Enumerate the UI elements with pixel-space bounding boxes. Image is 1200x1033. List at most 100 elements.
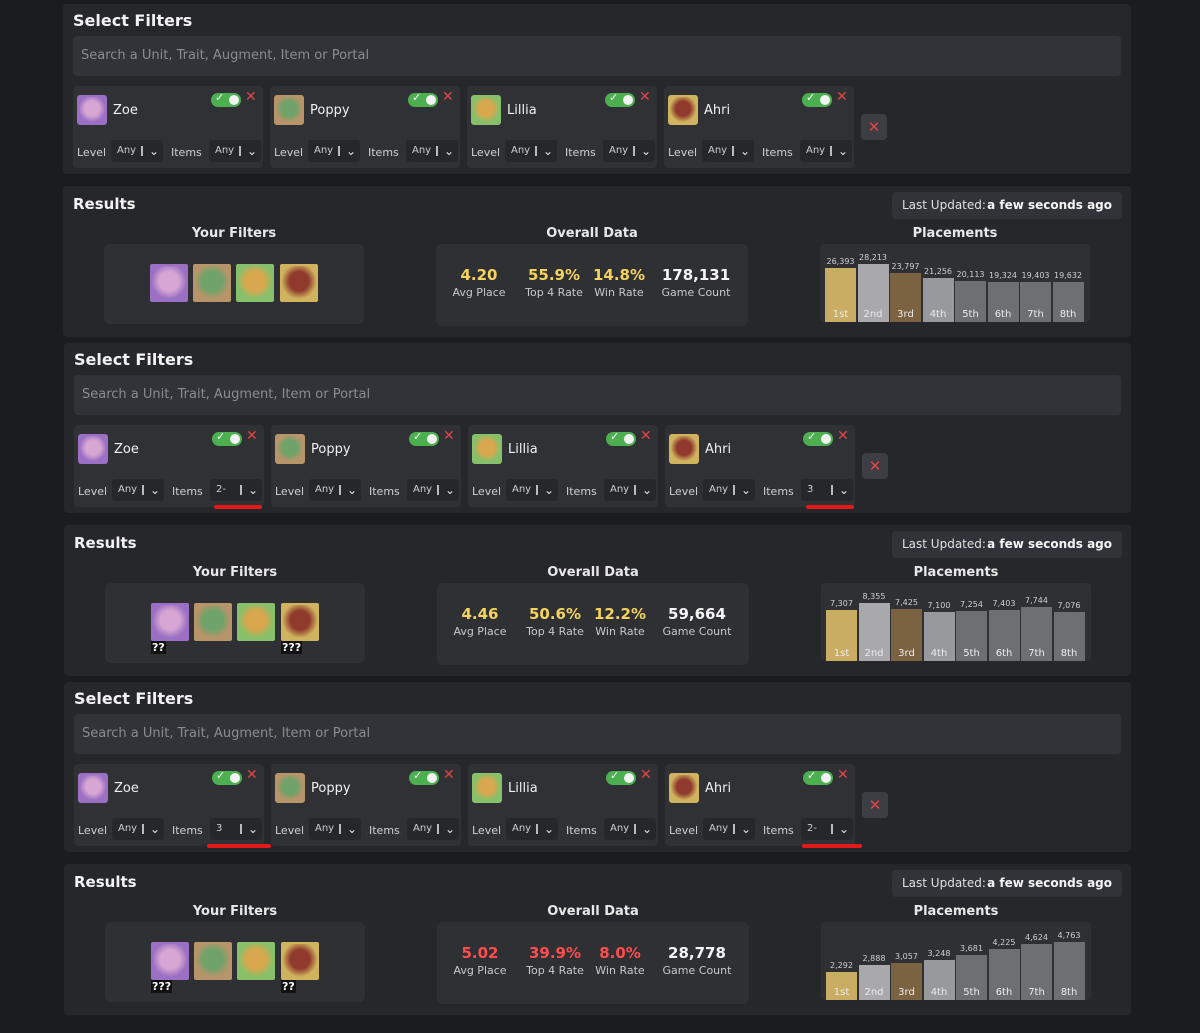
stat-label: Game Count: [661, 286, 731, 299]
placement-bar: [1053, 942, 1085, 1000]
stat-block: 59,664 Game Count: [652, 605, 742, 638]
remove-unit-button[interactable]: ✕: [246, 767, 258, 783]
items-select[interactable]: Any ⌄: [407, 818, 459, 840]
unit-portrait: [151, 942, 189, 980]
items-select[interactable]: Any ⌄: [603, 140, 655, 162]
stat-block: 55.9% Top 4 Rate: [514, 266, 594, 299]
level-value: Any: [708, 145, 728, 156]
items-select[interactable]: 2- ⌄: [801, 818, 853, 840]
toggle-switch[interactable]: ✓: [803, 769, 833, 785]
placement-bar: [891, 609, 922, 661]
items-label: Items: [763, 824, 794, 837]
level-select[interactable]: Any ⌄: [112, 479, 164, 501]
stat-value: 50.6%: [528, 605, 582, 623]
unit-portrait: [669, 434, 699, 464]
placement-label: 1st: [833, 648, 850, 659]
clear-filters-button[interactable]: ✕: [862, 453, 888, 479]
placement-label: 6th: [995, 987, 1013, 998]
check-icon: ✓: [216, 430, 226, 443]
search-input[interactable]: Search a Unit, Trait, Augment, Item or P…: [73, 36, 1121, 76]
level-select[interactable]: Any ⌄: [308, 140, 360, 162]
chevron-down-icon: ⌄: [838, 822, 849, 836]
remove-unit-button[interactable]: ✕: [246, 428, 258, 444]
clear-filters-button[interactable]: ✕: [862, 792, 888, 818]
unit-portrait: [237, 942, 275, 980]
toggle-knob: [623, 95, 633, 105]
unit-portrait: [78, 773, 108, 803]
placements-chart: 7,307 1st 8,355 2nd 7,425 3rd 7,100 4th 7,254 5th…: [821, 583, 1091, 661]
items-select[interactable]: 3 ⌄: [210, 818, 262, 840]
check-icon: ✓: [413, 769, 423, 782]
select-divider: [339, 485, 341, 495]
items-marker: ???: [281, 641, 303, 654]
check-icon: ✓: [806, 91, 816, 104]
items-select[interactable]: Any ⌄: [800, 140, 852, 162]
placement-count: 7,744: [1025, 596, 1048, 605]
remove-unit-button[interactable]: ✕: [245, 89, 257, 105]
toggle-switch[interactable]: ✓: [408, 91, 438, 107]
search-input[interactable]: Search a Unit, Trait, Augment, Item or P…: [74, 714, 1121, 754]
items-select[interactable]: 3 ⌄: [801, 479, 853, 501]
items-select[interactable]: Any ⌄: [407, 479, 459, 501]
items-select[interactable]: Any ⌄: [604, 818, 656, 840]
stat-label: Game Count: [662, 625, 732, 638]
level-select[interactable]: Any ⌄: [702, 140, 754, 162]
level-value: Any: [511, 145, 531, 156]
toggle-switch[interactable]: ✓: [803, 430, 833, 446]
items-select[interactable]: 2- ⌄: [210, 479, 262, 501]
toggle-switch[interactable]: ✓: [802, 91, 832, 107]
level-select[interactable]: Any ⌄: [703, 479, 755, 501]
remove-unit-button[interactable]: ✕: [837, 428, 849, 444]
toggle-switch[interactable]: ✓: [606, 430, 636, 446]
placement-label: 4th: [930, 987, 948, 998]
remove-unit-button[interactable]: ✕: [443, 767, 455, 783]
remove-unit-button[interactable]: ✕: [639, 89, 651, 105]
toggle-knob: [820, 95, 830, 105]
toggle-switch[interactable]: ✓: [605, 91, 635, 107]
unit-filter-chip: Ahri ✓ ✕ Level Any ⌄ Items 3 ⌄: [665, 425, 855, 507]
toggle-switch[interactable]: ✓: [212, 769, 242, 785]
search-input[interactable]: Search a Unit, Trait, Augment, Item or P…: [74, 375, 1121, 415]
level-value: Any: [314, 145, 334, 156]
toggle-switch[interactable]: ✓: [212, 430, 242, 446]
items-select[interactable]: Any ⌄: [406, 140, 458, 162]
items-value: 3: [807, 484, 814, 495]
chevron-down-icon: ⌄: [543, 483, 554, 497]
select-divider: [830, 146, 832, 156]
level-select[interactable]: Any ⌄: [703, 818, 755, 840]
remove-unit-button[interactable]: ✕: [640, 428, 652, 444]
toggle-switch[interactable]: ✓: [211, 91, 241, 107]
select-divider: [141, 146, 143, 156]
level-select[interactable]: Any ⌄: [309, 479, 361, 501]
items-select[interactable]: Any ⌄: [209, 140, 261, 162]
placement-count: 4,763: [1057, 931, 1081, 940]
remove-unit-button[interactable]: ✕: [837, 767, 849, 783]
placement-label: 2nd: [863, 309, 883, 320]
items-select[interactable]: Any ⌄: [604, 479, 656, 501]
placement-bar: [857, 264, 889, 322]
clear-filters-button[interactable]: ✕: [861, 114, 887, 140]
level-select[interactable]: Any ⌄: [506, 479, 558, 501]
placement-count: 3,248: [927, 949, 951, 958]
remove-unit-button[interactable]: ✕: [443, 428, 455, 444]
unit-filter-chip: Zoe ✓ ✕ Level Any ⌄ Items Any ⌄: [73, 86, 263, 168]
remove-unit-button[interactable]: ✕: [442, 89, 454, 105]
level-value: Any: [709, 484, 729, 495]
toggle-switch[interactable]: ✓: [409, 430, 439, 446]
toggle-switch[interactable]: ✓: [409, 769, 439, 785]
level-select[interactable]: Any ⌄: [112, 818, 164, 840]
last-updated: Last Updated: a few seconds ago: [892, 192, 1122, 219]
remove-unit-button[interactable]: ✕: [836, 89, 848, 105]
level-select[interactable]: Any ⌄: [111, 140, 163, 162]
placement-bar: [1021, 944, 1052, 1000]
unit-filter-chip: Lillia ✓ ✕ Level Any ⌄ Items Any ⌄: [467, 86, 657, 168]
level-select[interactable]: Any ⌄: [309, 818, 361, 840]
level-label: Level: [472, 824, 502, 837]
level-select[interactable]: Any ⌄: [505, 140, 557, 162]
toggle-switch[interactable]: ✓: [606, 769, 636, 785]
remove-unit-button[interactable]: ✕: [640, 767, 652, 783]
unit-portrait: [471, 95, 501, 125]
level-select[interactable]: Any ⌄: [506, 818, 558, 840]
select-divider: [339, 824, 341, 834]
stat-value: 178,131: [661, 266, 731, 284]
